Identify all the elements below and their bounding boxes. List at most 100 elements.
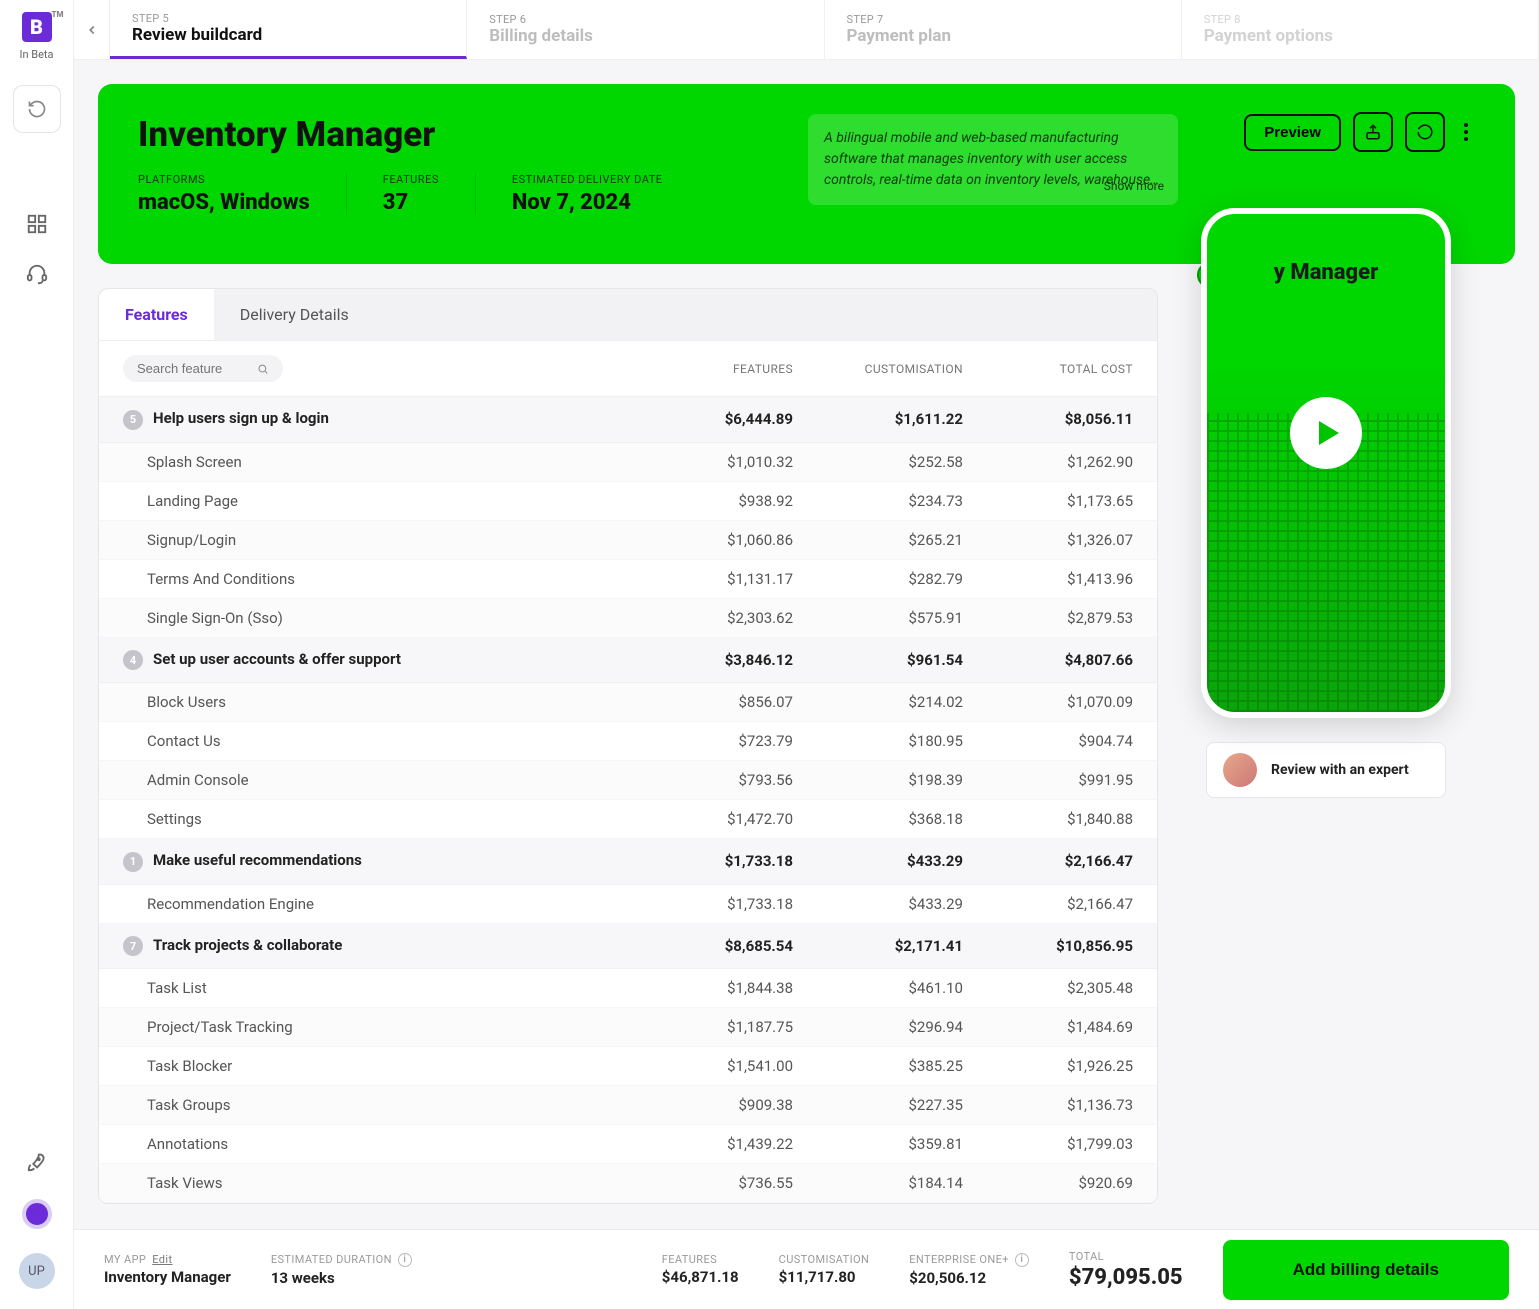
item-features-cost: $1,733.18 bbox=[623, 895, 793, 913]
item-total-cost: $1,173.65 bbox=[963, 492, 1133, 510]
item-name: Settings bbox=[147, 810, 623, 828]
group-features-cost: $1,733.18 bbox=[623, 852, 793, 870]
feature-group[interactable]: 4Set up user accounts & offer support$3,… bbox=[99, 638, 1157, 684]
feature-tabs: Features Delivery Details bbox=[99, 289, 1157, 341]
feature-item[interactable]: Signup/Login$1,060.86$265.21$1,326.07 bbox=[99, 521, 1157, 560]
feature-item[interactable]: Terms And Conditions$1,131.17$282.79$1,4… bbox=[99, 560, 1157, 599]
item-name: Block Users bbox=[147, 693, 623, 711]
edit-app-button[interactable]: Edit bbox=[152, 1253, 172, 1266]
grid-icon[interactable] bbox=[24, 211, 50, 237]
step-billing-details[interactable]: STEP 6Billing details bbox=[467, 0, 824, 59]
item-total-cost: $904.74 bbox=[963, 732, 1133, 750]
item-custom-cost: $359.81 bbox=[793, 1135, 963, 1153]
item-custom-cost: $184.14 bbox=[793, 1174, 963, 1192]
feature-item[interactable]: Splash Screen$1,010.32$252.58$1,262.90 bbox=[99, 443, 1157, 482]
item-total-cost: $1,840.88 bbox=[963, 810, 1133, 828]
group-features-cost: $6,444.89 bbox=[623, 410, 793, 428]
feature-item[interactable]: Block Users$856.07$214.02$1,070.09 bbox=[99, 683, 1157, 722]
search-icon bbox=[257, 362, 269, 376]
item-custom-cost: $282.79 bbox=[793, 570, 963, 588]
step-title: Payment plan bbox=[847, 26, 1159, 46]
undo-button[interactable] bbox=[13, 85, 61, 133]
item-total-cost: $1,070.09 bbox=[963, 693, 1133, 711]
duration-value: 13 weeks bbox=[271, 1269, 412, 1287]
preview-button[interactable]: Preview bbox=[1244, 114, 1341, 151]
info-icon[interactable]: i bbox=[1015, 1253, 1029, 1267]
search-input[interactable] bbox=[137, 361, 247, 376]
feature-group[interactable]: 7Track projects & collaborate$8,685.54$2… bbox=[99, 924, 1157, 970]
step-num: STEP 6 bbox=[489, 13, 801, 26]
item-custom-cost: $296.94 bbox=[793, 1018, 963, 1036]
show-more-button[interactable]: Show more bbox=[1104, 177, 1164, 195]
item-name: Task Views bbox=[147, 1174, 623, 1192]
review-expert-button[interactable]: Review with an expert bbox=[1206, 742, 1446, 798]
feature-body[interactable]: 5Help users sign up & login$6,444.89$1,6… bbox=[99, 396, 1157, 1203]
feature-item[interactable]: Landing Page$938.92$234.73$1,173.65 bbox=[99, 482, 1157, 521]
bb-features-label: FEATURES bbox=[662, 1253, 739, 1266]
step-review-buildcard[interactable]: STEP 5Review buildcard bbox=[110, 0, 467, 59]
info-icon[interactable]: i bbox=[398, 1253, 412, 1267]
feature-item[interactable]: Settings$1,472.70$368.18$1,840.88 bbox=[99, 800, 1157, 839]
item-name: Task Blocker bbox=[147, 1057, 623, 1075]
bottom-bar: MY APP Edit Inventory Manager ESTIMATED … bbox=[74, 1229, 1539, 1309]
feature-item[interactable]: Project/Task Tracking$1,187.75$296.94$1,… bbox=[99, 1008, 1157, 1047]
item-name: Annotations bbox=[147, 1135, 623, 1153]
item-features-cost: $1,187.75 bbox=[623, 1018, 793, 1036]
feature-item[interactable]: Task Groups$909.38$227.35$1,136.73 bbox=[99, 1086, 1157, 1125]
bb-total-label: TOTAL bbox=[1069, 1250, 1183, 1263]
item-name: Splash Screen bbox=[147, 453, 623, 471]
group-custom-cost: $961.54 bbox=[793, 651, 963, 669]
group-title: Track projects & collaborate bbox=[153, 936, 342, 954]
item-total-cost: $1,136.73 bbox=[963, 1096, 1133, 1114]
tab-delivery-details[interactable]: Delivery Details bbox=[214, 289, 375, 340]
status-dot-icon[interactable] bbox=[22, 1199, 52, 1229]
item-name: Landing Page bbox=[147, 492, 623, 510]
feature-item[interactable]: Annotations$1,439.22$359.81$1,799.03 bbox=[99, 1125, 1157, 1164]
feature-item[interactable]: Contact Us$723.79$180.95$904.74 bbox=[99, 722, 1157, 761]
share-button[interactable] bbox=[1353, 112, 1393, 152]
group-features-cost: $3,846.12 bbox=[623, 651, 793, 669]
logo[interactable]: BTM bbox=[22, 12, 52, 42]
user-avatar[interactable]: UP bbox=[19, 1253, 55, 1289]
feature-item[interactable]: Single Sign-On (Sso)$2,303.62$575.91$2,8… bbox=[99, 599, 1157, 638]
hero-description: A bilingual mobile and web-based manufac… bbox=[808, 114, 1178, 205]
features-count-label: FEATURES bbox=[383, 173, 439, 186]
feature-item[interactable]: Task Blocker$1,541.00$385.25$1,926.25 bbox=[99, 1047, 1157, 1086]
bb-total-value: $79,095.05 bbox=[1069, 1265, 1183, 1290]
rocket-icon[interactable] bbox=[24, 1149, 50, 1175]
step-num: STEP 5 bbox=[132, 12, 444, 25]
refresh-button[interactable] bbox=[1405, 112, 1445, 152]
left-sidebar: BTM In Beta UP bbox=[0, 0, 74, 1309]
feature-group[interactable]: 1Make useful recommendations$1,733.18$43… bbox=[99, 839, 1157, 885]
feature-item[interactable]: Task List$1,844.38$461.10$2,305.48 bbox=[99, 969, 1157, 1008]
search-box[interactable] bbox=[123, 355, 283, 382]
platforms-label: PLATFORMS bbox=[138, 173, 310, 186]
play-button[interactable] bbox=[1290, 397, 1362, 469]
feature-item[interactable]: Task Views$736.55$184.14$920.69 bbox=[99, 1164, 1157, 1203]
feature-item[interactable]: Recommendation Engine$1,733.18$433.29$2,… bbox=[99, 885, 1157, 924]
phone-preview: y Manager bbox=[1201, 208, 1451, 718]
item-total-cost: $920.69 bbox=[963, 1174, 1133, 1192]
expert-label: Review with an expert bbox=[1271, 762, 1409, 778]
bb-features-value: $46,871.18 bbox=[662, 1268, 739, 1286]
delivery-value: Nov 7, 2024 bbox=[512, 190, 663, 215]
item-features-cost: $1,844.38 bbox=[623, 979, 793, 997]
group-total-cost: $10,856.95 bbox=[963, 937, 1133, 955]
item-features-cost: $1,472.70 bbox=[623, 810, 793, 828]
tab-features[interactable]: Features bbox=[99, 289, 214, 340]
feature-item[interactable]: Admin Console$793.56$198.39$991.95 bbox=[99, 761, 1157, 800]
more-menu-button[interactable] bbox=[1457, 123, 1475, 141]
chevron-left-icon bbox=[85, 23, 99, 37]
step-payment-plan[interactable]: STEP 7Payment plan bbox=[825, 0, 1182, 59]
item-features-cost: $736.55 bbox=[623, 1174, 793, 1192]
group-custom-cost: $2,171.41 bbox=[793, 937, 963, 955]
add-billing-button[interactable]: Add billing details bbox=[1223, 1240, 1509, 1300]
item-total-cost: $1,484.69 bbox=[963, 1018, 1133, 1036]
headset-icon[interactable] bbox=[24, 261, 50, 287]
feature-group[interactable]: 5Help users sign up & login$6,444.89$1,6… bbox=[99, 397, 1157, 443]
item-custom-cost: $368.18 bbox=[793, 810, 963, 828]
item-name: Signup/Login bbox=[147, 531, 623, 549]
step-back-button[interactable] bbox=[74, 0, 110, 59]
refresh-icon bbox=[1416, 123, 1434, 141]
item-features-cost: $938.92 bbox=[623, 492, 793, 510]
